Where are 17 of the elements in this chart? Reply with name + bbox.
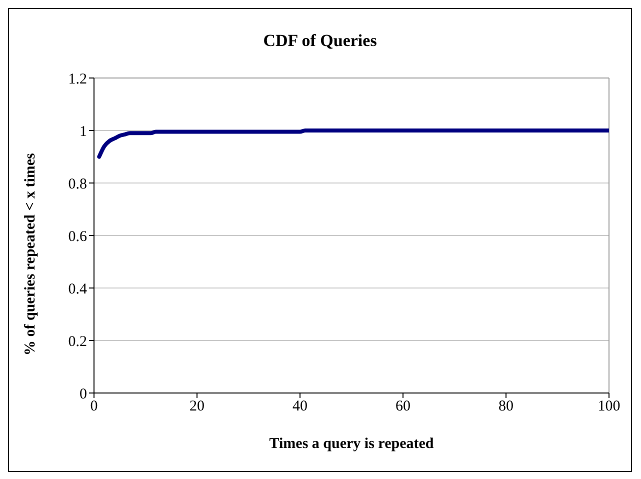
line-series (97, 128, 609, 159)
y-tick-label: 0 (80, 386, 87, 402)
y-tick-label: 1.2 (68, 71, 87, 88)
y-tick-label: 1 (80, 124, 87, 140)
x-tick-label: 20 (190, 398, 204, 415)
chart-title: CDF of Queries (262, 31, 378, 51)
y-tick-label: 0.6 (68, 228, 88, 245)
x-tick-label: 100 (598, 398, 620, 415)
x-tick-label: 40 (292, 398, 308, 415)
x-axis-title: Times a query is repeated (269, 436, 434, 452)
x-tick-label: 80 (498, 398, 514, 415)
y-tick-label: 0.8 (68, 176, 87, 192)
y-tick-label: 0.2 (68, 334, 87, 350)
y-tick-label: 0.4 (68, 281, 88, 298)
x-tick-label: 0 (90, 398, 98, 415)
y-axis-title: % of queries repeated < x times (22, 152, 38, 356)
x-tick-label: 60 (396, 398, 410, 415)
